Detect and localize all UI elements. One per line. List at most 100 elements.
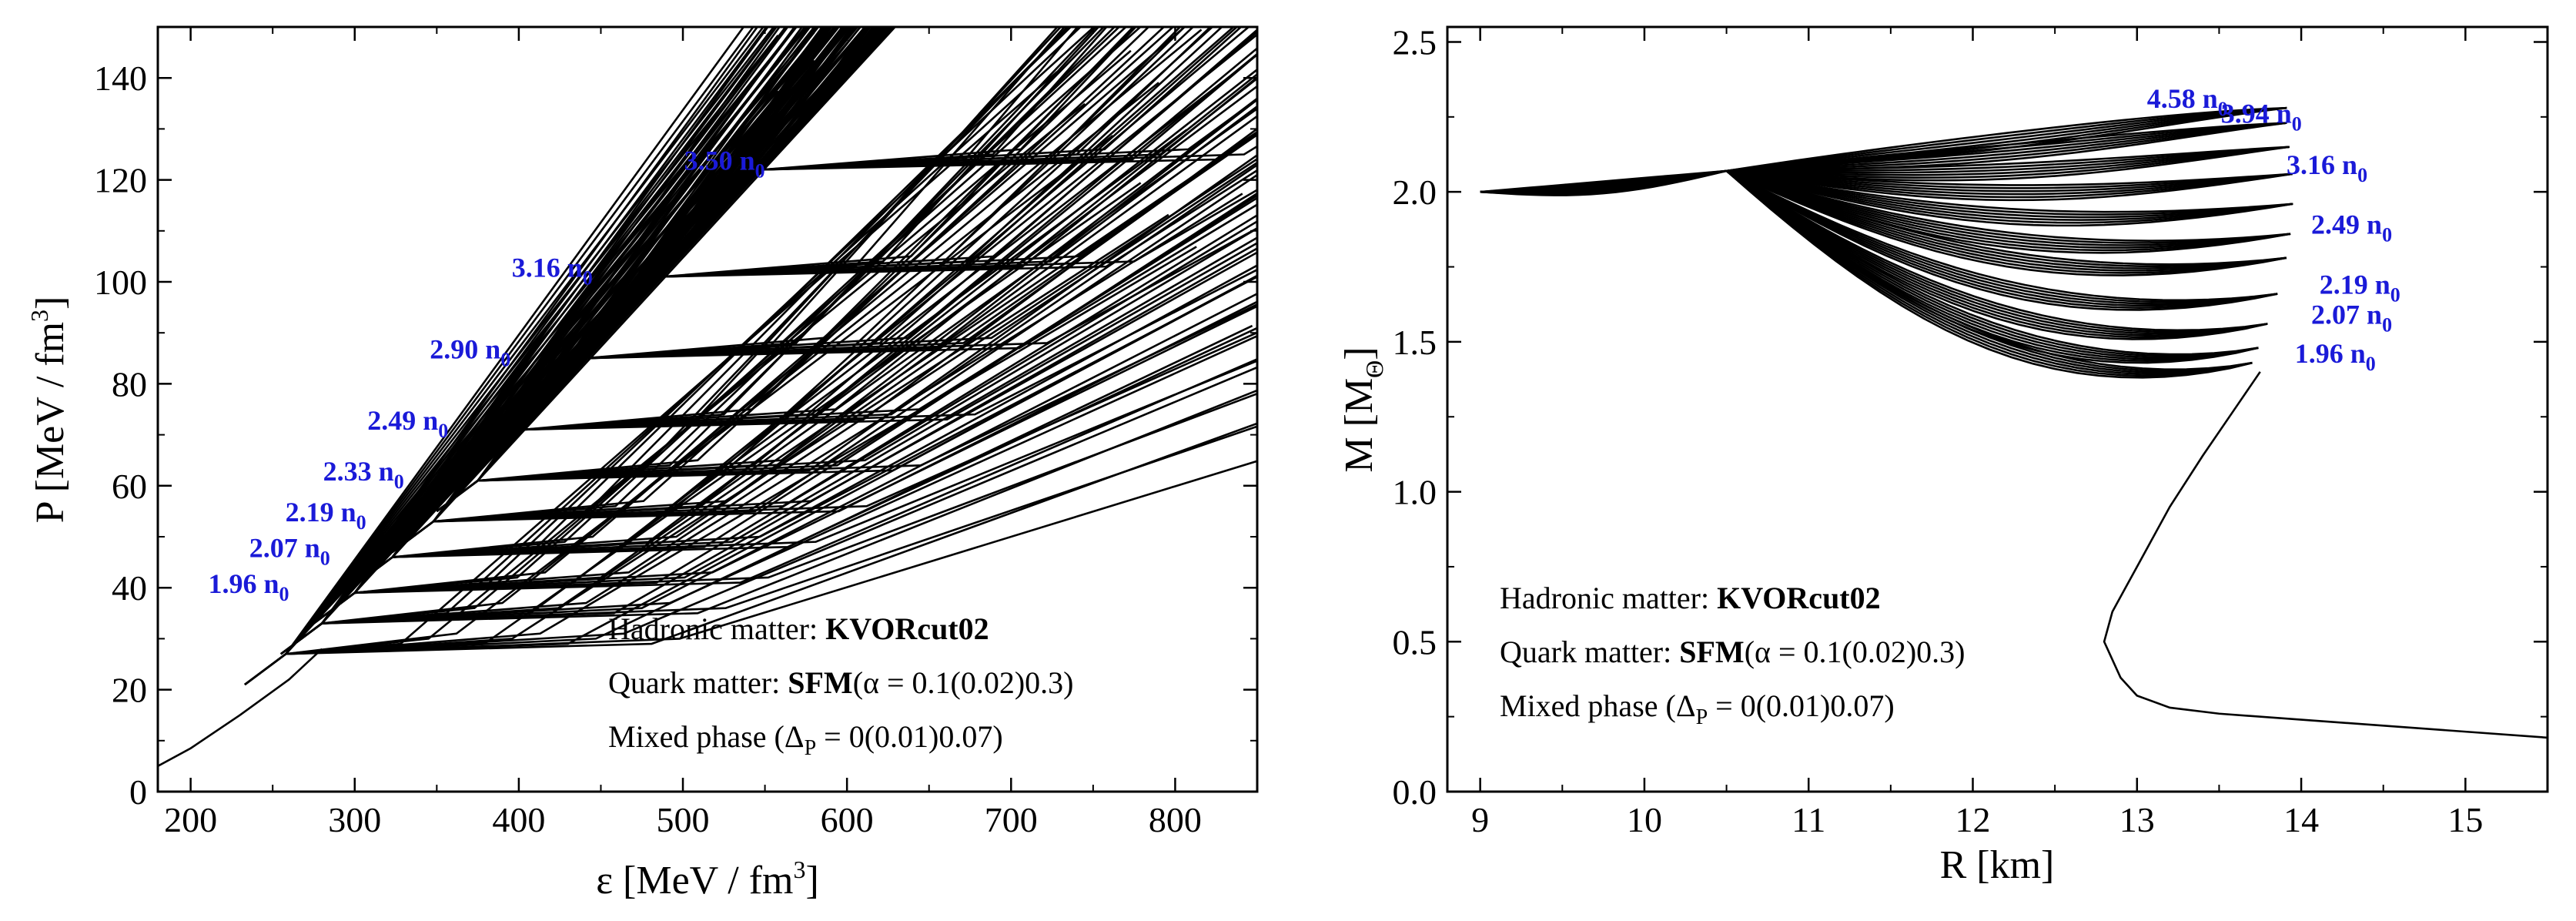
x-tick-label: 12 xyxy=(1955,800,1991,839)
hybrid-star-branch xyxy=(1726,146,2290,182)
hybrid-star-branch xyxy=(1725,169,2268,332)
hybrid-star-branch xyxy=(1725,169,2278,311)
eos-quark-branch xyxy=(521,27,824,430)
eos-quark-branch xyxy=(391,27,789,558)
x-tick-label: 10 xyxy=(1627,800,1662,839)
hybrid-star-branch xyxy=(1726,146,2290,172)
eos-quark-branch xyxy=(761,27,877,171)
eos-quark-branch xyxy=(477,27,811,481)
eos-quark-branch xyxy=(433,27,804,522)
x-tick-label: 700 xyxy=(985,800,1038,839)
hybrid-star-branch xyxy=(1726,106,2287,172)
eos-quark-branch xyxy=(584,27,833,360)
right-plot-frame xyxy=(1446,25,2549,793)
eos-quark-branch xyxy=(661,27,867,278)
y-tick-label: 20 xyxy=(112,671,147,710)
eos-quark-branch xyxy=(321,27,768,625)
onset-density-label: 2.49 n0 xyxy=(2311,209,2392,246)
hadronic-eos-curve xyxy=(158,648,323,768)
x-tick-label: 14 xyxy=(2283,800,2319,839)
left-y-axis-label: P [MeV / fm3] xyxy=(25,296,72,524)
hybrid-star-branch xyxy=(1725,169,2253,377)
hybrid-star-branch xyxy=(1726,169,2293,219)
eos-quark-branch xyxy=(353,27,778,594)
hybrid-star-branch xyxy=(1725,169,2268,335)
left-annotation-block: Hadronic matter: KVORcut02 Quark matter: … xyxy=(608,611,1073,760)
eos-quark-branch xyxy=(761,27,868,171)
eos-quark-branch xyxy=(285,27,745,655)
x-tick-label: 9 xyxy=(1471,800,1489,839)
y-tick-label: 120 xyxy=(94,161,147,200)
hybrid-star-branch xyxy=(1725,169,2268,340)
onset-density-label: 2.49 n0 xyxy=(367,405,448,442)
eos-alpha-curve xyxy=(280,425,1257,655)
eos-quark-branch xyxy=(391,27,781,558)
hybrid-star-branch xyxy=(1726,169,2291,242)
hybrid-star-branch xyxy=(1725,169,2278,302)
eos-alpha-curve xyxy=(313,392,1257,625)
right-onset-labels: 4.58 n03.94 n0 3.16 n0 2.49 n0 2.19 n02.07 … xyxy=(2147,83,2400,375)
eos-quark-branch xyxy=(761,27,879,171)
eos-quark-branch xyxy=(285,35,779,655)
eos-quark-branch xyxy=(661,27,887,278)
hybrid-star-branch xyxy=(1726,169,2287,274)
hybrid-star-branch xyxy=(1725,169,2253,375)
eos-quark-branch xyxy=(391,27,798,558)
hybrid-star-branch xyxy=(1726,122,2287,172)
right-panel-mass-radius-plot: 9 10 11 12 13 14 150.00.51.01.52.02.5 4.58 n03… xyxy=(1337,22,2549,887)
eos-quark-branch xyxy=(761,27,872,171)
eos-alpha-curve xyxy=(392,331,1257,553)
eos-quark-branch xyxy=(433,27,796,522)
hybrid-star-branch xyxy=(1725,169,2259,362)
x-tick-label: 800 xyxy=(1149,800,1202,839)
hybrid-star-branch xyxy=(1726,122,2287,172)
eos-alpha-curve xyxy=(480,268,1257,461)
hybrid-star-branch xyxy=(1726,169,2291,254)
eos-quark-branch xyxy=(433,27,828,522)
annotation-line: Mixed phase (ΔP = 0(0.01)0.07) xyxy=(1500,688,1895,729)
hybrid-star-branch xyxy=(1726,169,2293,196)
eos-quark-branch xyxy=(285,27,765,655)
hybrid-star-branch xyxy=(1726,169,2293,213)
eos-quark-branch xyxy=(584,27,844,360)
y-tick-label: 60 xyxy=(112,467,147,506)
right-annotation-block: Hadronic matter: KVORcut02 Quark matter: … xyxy=(1500,581,1965,729)
hybrid-star-branch xyxy=(1725,169,2268,337)
eos-quark-branch xyxy=(761,27,885,171)
eos-quark-branch xyxy=(477,27,818,481)
y-tick-label: 0.5 xyxy=(1393,622,1437,661)
hybrid-star-branch xyxy=(1726,122,2287,172)
eos-quark-branch xyxy=(584,27,838,360)
y-tick-label: 1.5 xyxy=(1393,323,1437,362)
x-tick-label: 300 xyxy=(328,800,381,839)
onset-density-label: 4.58 n0 xyxy=(2147,83,2228,120)
onset-density-label: 2.19 n0 xyxy=(2320,270,2400,306)
mass-radius-curves xyxy=(1480,106,2548,739)
hybrid-star-branch xyxy=(1725,169,2278,309)
hybrid-star-branch xyxy=(1726,146,2290,174)
onset-density-label: 2.07 n0 xyxy=(249,532,330,569)
right-y-axis-label: M [MΘ] xyxy=(1337,347,1388,472)
hybrid-star-branch xyxy=(1725,169,2268,333)
hybrid-star-branch xyxy=(1725,169,2278,305)
onset-density-label: 2.33 n0 xyxy=(323,456,404,493)
hybrid-star-branch xyxy=(1725,169,2259,360)
x-tick-label: 400 xyxy=(492,800,545,839)
onset-density-label: 2.90 n0 xyxy=(430,333,510,370)
eos-quark-branch xyxy=(321,27,759,625)
hybrid-star-branch xyxy=(1725,169,2259,359)
x-tick-label: 600 xyxy=(821,800,874,839)
y-tick-label: 100 xyxy=(94,263,147,302)
eos-quark-branch xyxy=(661,27,893,278)
eos-quark-branch xyxy=(761,27,888,171)
hybrid-star-branch xyxy=(1726,169,2293,199)
hybrid-star-branch xyxy=(1726,106,2287,172)
annotation-line: Hadronic matter: KVORcut02 xyxy=(1500,581,1881,615)
eos-quark-branch xyxy=(521,27,845,430)
hybrid-star-branch xyxy=(1726,106,2287,172)
onset-density-label: 3.50 n0 xyxy=(684,145,765,182)
hybrid-star-branch xyxy=(1726,169,2291,249)
eos-quark-branch xyxy=(661,27,876,278)
hybrid-star-branch xyxy=(1726,169,2293,224)
hybrid-star-branch xyxy=(1726,169,2287,272)
